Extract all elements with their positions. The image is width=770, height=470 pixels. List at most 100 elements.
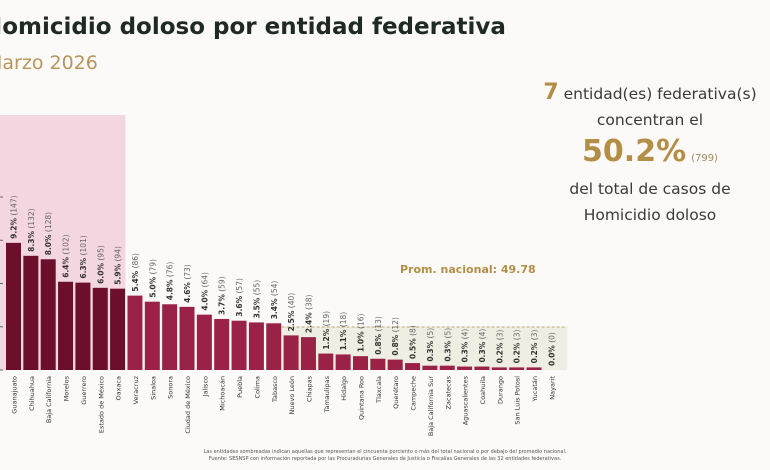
bar [179,306,195,370]
category-label: Sinaloa [149,376,157,400]
category-label: Guerrero [80,376,88,405]
summary-line3: del total de casos de [569,180,731,198]
category-label: Guanajuato [11,376,19,414]
data-label: 5.4% (86) [131,253,140,292]
data-label: 1.1% (18) [339,312,348,351]
data-label: 5.0% (79) [148,259,157,298]
data-label: 5.9% (94) [114,246,123,285]
category-label: Tlaxcala [375,376,383,404]
bar [422,365,438,370]
category-label: Jalisco [201,376,209,397]
data-label: 0.0% (0) [547,332,556,366]
category-label: Estado de México [97,376,105,433]
category-label: Nuevo León [288,376,296,414]
category-label: Quintana Roo [358,376,366,420]
data-label: 9.2% (147) [10,195,19,238]
bar [457,366,473,370]
category-label: Puebla [236,376,244,398]
data-label: 3.4% (54) [270,281,279,320]
bar [92,287,108,370]
category-label: San Luis Potosí [514,376,522,425]
summary-cases: (799) [691,153,718,164]
category-label: Sonora [167,376,175,399]
category-label: Veracruz [132,375,140,404]
bar [214,318,230,370]
summary-line1: entidad(es) federativa(s) [563,85,757,103]
average-label: Prom. nacional: 49.78 [400,263,536,276]
bar [162,304,178,370]
bar [474,366,490,370]
data-label: 0.2% (3) [513,330,522,364]
category-label: Hidalgo [340,376,348,401]
chart-title: Homicidio doloso por entidad federativa [0,14,506,40]
chart-subtitle: Marzo 2026 [0,52,98,74]
data-label: 0.8% (13) [374,316,383,355]
data-label: 0.5% (8) [409,325,418,359]
bar [491,367,507,370]
data-label: 0.8% (12) [391,317,400,356]
category-label: Baja California [45,376,53,423]
category-label: Colima [253,376,261,398]
data-label: 1.2% (19) [322,311,331,350]
bar [283,335,299,370]
data-label: 2.4% (38) [304,294,313,333]
footnote-line1: Las entidades sombreadas indican aquella… [203,449,567,455]
category-label: Durango [496,376,504,404]
bar [405,363,421,370]
data-label: 0.2% (3) [495,330,504,364]
category-label: Tabasco [271,376,279,403]
summary-count: 7 [543,80,559,105]
category-label: Aguascalientes [462,375,470,425]
data-label: 4.6% (73) [183,264,192,303]
category-label: Ciudad de México [184,376,192,434]
footnote: Las entidades sombreadas indican aquella… [150,449,620,463]
bar [196,314,212,370]
category-label: Morelos [63,375,71,401]
data-label: 6.4% (102) [62,234,71,277]
summary-panel: 7 entidad(es) federativa(s) concentran e… [530,80,770,228]
bar [300,337,316,370]
data-label: 6.3% (101) [79,235,88,278]
data-label: 0.3% (4) [461,329,470,363]
data-label: 6.0% (95) [96,245,105,284]
data-label: 3.5% (55) [252,280,261,319]
data-label: 8.0% (128) [44,212,53,255]
data-label: 3.6% (57) [235,278,244,317]
bar [370,358,386,370]
bar [110,288,126,370]
bar [353,356,368,370]
data-label: 8.3% (132) [27,208,36,251]
bar [127,295,143,370]
data-label: 4.0% (64) [200,272,209,311]
data-label: 0.2% (3) [530,330,539,364]
bar [248,322,264,370]
bar [58,281,74,370]
summary-line2: concentran el [596,111,704,129]
category-label: Tamaulipas [323,375,331,413]
bar [318,353,334,370]
category-label: Michoacán [219,376,227,411]
category-label: Coahuila [479,376,487,404]
category-label: Oaxaca [115,376,123,401]
category-label: Querétaro [392,376,400,409]
bar [509,367,525,370]
category-label: Chiapas [305,375,313,402]
data-label: 4.8% (76) [166,262,175,301]
bar [387,359,403,370]
summary-line4: Homicidio doloso [583,206,717,224]
bar [335,354,351,370]
data-label: 0.3% (5) [426,328,435,362]
category-label: Baja California Sur [427,376,435,436]
bar [526,367,542,370]
category-label: Yucatán [531,376,539,403]
data-label: 1.0% (16) [357,313,366,352]
bar [75,282,91,370]
bar [439,365,455,370]
bar [231,320,247,370]
category-label: Campeche [410,376,418,411]
category-label: Chihuahua [28,376,36,411]
bar [266,323,282,370]
bar [23,255,39,370]
bar [40,259,56,370]
